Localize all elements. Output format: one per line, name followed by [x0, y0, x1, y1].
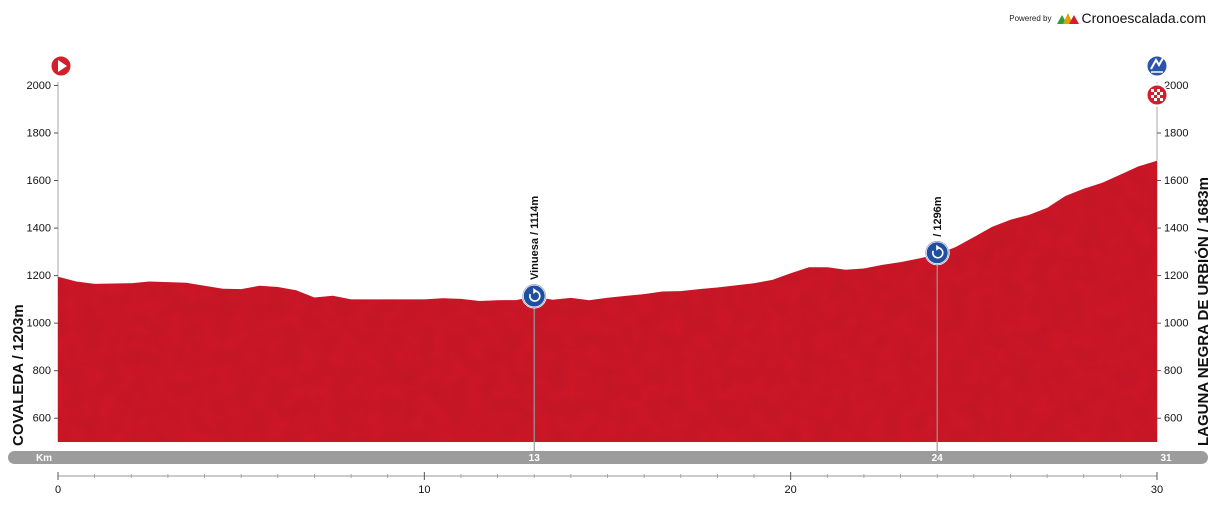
x-tick-label: 30 [1151, 484, 1163, 496]
finish-location-label: LAGUNA NEGRA DE URBIÓN / 1683m [1194, 177, 1212, 446]
cronoescalada-logo[interactable]: Cronoescalada.com [1057, 10, 1206, 26]
y-tick-label-right: 600 [1164, 413, 1182, 425]
waypoint-label: Vinuesa / 1114m [529, 196, 541, 280]
branding: Powered by Cronoescalada.com [1009, 10, 1206, 26]
y-tick-label-right: 2000 [1164, 80, 1188, 92]
powered-by-label: Powered by [1009, 13, 1052, 23]
elevation-area [58, 160, 1157, 443]
y-tick-label-left: 1400 [27, 223, 51, 235]
km-bar [8, 451, 1208, 464]
y-tick-label-left: 1200 [27, 270, 51, 282]
x-tick-label: 20 [785, 484, 797, 496]
waypoint-marker[interactable]: Vinuesa / 1114m [521, 196, 547, 458]
x-tick-label: 0 [55, 484, 61, 496]
waypoint-label: / 1296m [932, 196, 944, 237]
y-tick-label-left: 1000 [27, 318, 51, 330]
checkpoint-icon [924, 240, 950, 266]
summit-finish-icon [1145, 54, 1169, 78]
y-tick-label-right: 800 [1164, 365, 1182, 377]
start-flag-icon [49, 54, 73, 78]
x-tick-label: 10 [418, 484, 430, 496]
y-tick-label-left: 2000 [27, 80, 51, 92]
y-tick-label-left: 600 [33, 413, 51, 425]
y-tick-label-right: 1800 [1164, 127, 1188, 139]
km-bar-marker: 24 [932, 453, 944, 464]
km-bar-marker: 31 [1160, 453, 1172, 464]
brand-name: Cronoescalada.com [1081, 10, 1206, 26]
km-bar-marker: 13 [529, 453, 541, 464]
checkered-flag-icon [1145, 83, 1169, 107]
y-tick-label-right: 1200 [1164, 270, 1188, 282]
checkpoint-icon [521, 283, 547, 309]
start-location-label: COVALEDA / 1203m [10, 304, 27, 446]
waypoint-marker[interactable]: / 1296m [924, 196, 950, 458]
y-tick-label-right: 1600 [1164, 175, 1188, 187]
y-tick-label-right: 1000 [1164, 318, 1188, 330]
y-tick-label-left: 1600 [27, 175, 51, 187]
y-tick-label-right: 1400 [1164, 223, 1188, 235]
y-tick-label-left: 1800 [27, 127, 51, 139]
km-bar-label: Km [36, 453, 52, 464]
y-tick-label-left: 800 [33, 365, 51, 377]
mountain-peaks-icon [1057, 13, 1080, 24]
